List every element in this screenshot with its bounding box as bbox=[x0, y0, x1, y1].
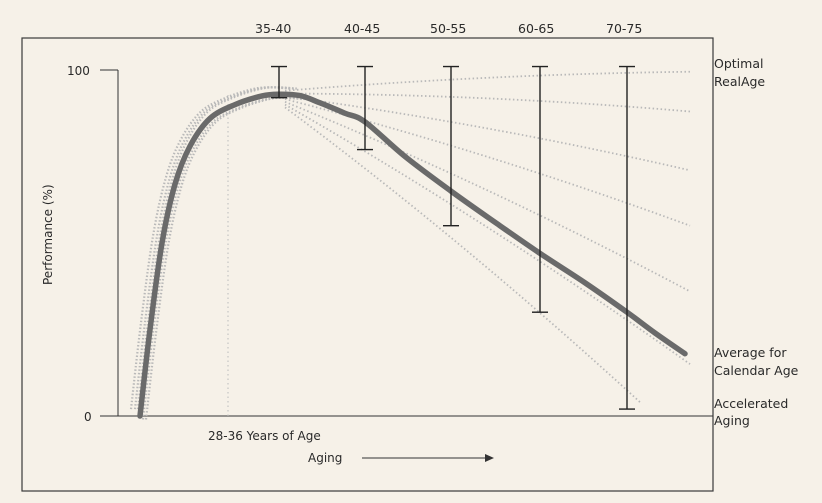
fan-line-3 bbox=[284, 95, 691, 172]
range-bar-50-55 bbox=[443, 65, 459, 227]
average-label-line1: Average for bbox=[714, 345, 787, 360]
age-range-label-2: 40-45 bbox=[344, 21, 380, 36]
age-range-label-3: 50-55 bbox=[430, 21, 466, 36]
y-tick-100: 100 bbox=[67, 64, 90, 78]
range-bar-60-65 bbox=[532, 65, 548, 313]
range-bar-40-45 bbox=[357, 65, 373, 151]
accelerated-label-line1: Accelerated bbox=[714, 396, 788, 411]
fan-line-6 bbox=[284, 103, 691, 365]
chart-frame bbox=[21, 37, 714, 492]
envelope-curve-1 bbox=[129, 86, 292, 410]
envelope-curve-3 bbox=[136, 86, 299, 410]
age-range-annotation: 28-36 Years of Age bbox=[208, 429, 321, 443]
optimal-label-line1: Optimal bbox=[714, 56, 763, 71]
fan-lines bbox=[284, 70, 691, 403]
range-bar-70-75 bbox=[619, 65, 635, 410]
envelope-curve-5 bbox=[144, 96, 307, 420]
average-label-line2: Calendar Age bbox=[714, 363, 799, 378]
age-range-label-5: 70-75 bbox=[606, 21, 642, 36]
fan-line-5 bbox=[284, 100, 691, 293]
x-axis-label: Aging bbox=[308, 451, 342, 465]
age-range-bars bbox=[271, 65, 635, 410]
accelerated-label-line2: Aging bbox=[714, 413, 750, 428]
y-tick-0: 0 bbox=[84, 410, 92, 424]
age-range-label-1: 35-40 bbox=[255, 21, 291, 36]
fan-line-2 bbox=[284, 92, 691, 113]
fan-line-7 bbox=[284, 106, 641, 403]
age-range-label-4: 60-65 bbox=[518, 21, 554, 36]
envelope-layer bbox=[129, 86, 307, 420]
y-axis-label: Performance (%) bbox=[41, 184, 55, 285]
aging-arrow-head bbox=[485, 454, 494, 462]
fan-line-1 bbox=[284, 70, 691, 92]
optimal-label-line2: RealAge bbox=[714, 74, 765, 89]
range-bar-35-40 bbox=[271, 65, 287, 99]
fan-line-4 bbox=[284, 98, 691, 227]
average-calendar-age-curve bbox=[137, 91, 688, 419]
